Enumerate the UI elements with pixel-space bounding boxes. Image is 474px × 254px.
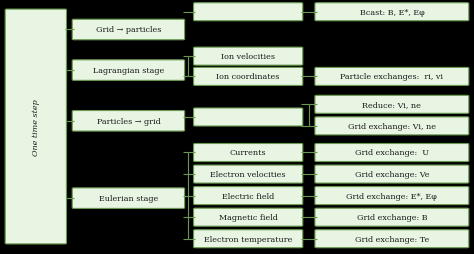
Text: Currents: Currents xyxy=(230,149,266,157)
FancyBboxPatch shape xyxy=(72,111,185,132)
Text: Lagrangian stage: Lagrangian stage xyxy=(93,67,164,75)
Text: Ion coordinates: Ion coordinates xyxy=(217,73,280,81)
FancyBboxPatch shape xyxy=(315,187,469,205)
FancyBboxPatch shape xyxy=(193,68,303,86)
FancyBboxPatch shape xyxy=(315,4,469,22)
Text: Grid exchange:  U: Grid exchange: U xyxy=(355,149,429,157)
FancyBboxPatch shape xyxy=(315,117,469,135)
FancyBboxPatch shape xyxy=(315,96,469,114)
Text: Eulerian stage: Eulerian stage xyxy=(99,194,158,202)
Text: Grid exchange: Vi, ne: Grid exchange: Vi, ne xyxy=(348,122,436,130)
Text: Electron temperature: Electron temperature xyxy=(204,235,292,243)
Text: Electric field: Electric field xyxy=(222,192,274,200)
Text: Particles → grid: Particles → grid xyxy=(97,117,160,125)
FancyBboxPatch shape xyxy=(72,60,185,81)
FancyBboxPatch shape xyxy=(5,10,66,244)
Text: Particle exchanges:  ri, vi: Particle exchanges: ri, vi xyxy=(340,73,443,81)
Text: Bcast: B, E*, Eφ: Bcast: B, E*, Eφ xyxy=(359,9,424,17)
Text: Reduce: Vi, ne: Reduce: Vi, ne xyxy=(363,101,421,109)
Text: Grid exchange: Te: Grid exchange: Te xyxy=(355,235,429,243)
FancyBboxPatch shape xyxy=(315,208,469,226)
FancyBboxPatch shape xyxy=(72,20,185,41)
FancyBboxPatch shape xyxy=(193,4,303,22)
Text: Grid exchange: E*, Eφ: Grid exchange: E*, Eφ xyxy=(346,192,438,200)
Text: Grid → particles: Grid → particles xyxy=(96,26,161,34)
FancyBboxPatch shape xyxy=(193,230,303,248)
FancyBboxPatch shape xyxy=(315,144,469,162)
FancyBboxPatch shape xyxy=(315,165,469,183)
FancyBboxPatch shape xyxy=(315,230,469,248)
FancyBboxPatch shape xyxy=(193,187,303,205)
FancyBboxPatch shape xyxy=(193,165,303,183)
FancyBboxPatch shape xyxy=(193,208,303,226)
Text: Electron velocities: Electron velocities xyxy=(210,170,286,178)
Text: Grid exchange: Ve: Grid exchange: Ve xyxy=(355,170,429,178)
Text: Ion velocities: Ion velocities xyxy=(221,53,275,61)
FancyBboxPatch shape xyxy=(193,48,303,66)
FancyBboxPatch shape xyxy=(193,144,303,162)
Text: Grid exchange: B: Grid exchange: B xyxy=(356,213,427,221)
FancyBboxPatch shape xyxy=(315,68,469,86)
FancyBboxPatch shape xyxy=(193,108,303,126)
FancyBboxPatch shape xyxy=(72,188,185,209)
Text: Magnetic field: Magnetic field xyxy=(219,213,278,221)
Text: One time step: One time step xyxy=(32,99,40,155)
